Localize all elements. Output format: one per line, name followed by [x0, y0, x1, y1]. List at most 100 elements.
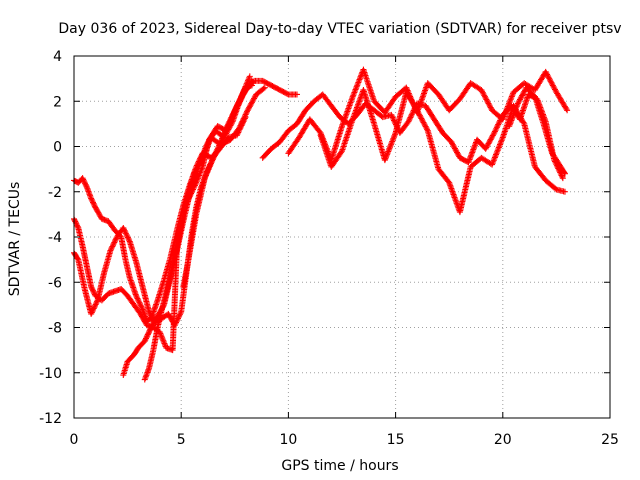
data-point: [551, 86, 558, 93]
data-point: [194, 175, 201, 182]
data-point: [184, 198, 191, 205]
y-tick-label: 4: [53, 49, 62, 65]
data-point: [89, 308, 96, 315]
grid: [74, 56, 610, 418]
data-point: [112, 236, 119, 243]
data-point: [487, 136, 494, 143]
data-point: [500, 113, 507, 120]
data-point: [406, 117, 413, 124]
data-point: [124, 233, 131, 240]
data-point: [217, 138, 224, 145]
data-point: [248, 100, 255, 107]
data-point: [136, 299, 143, 306]
data-point: [189, 187, 196, 194]
data-point: [492, 127, 499, 134]
data-point: [501, 112, 508, 119]
data-point: [251, 95, 258, 102]
data-point: [454, 149, 461, 156]
data-point: [349, 93, 356, 100]
data-point: [559, 173, 566, 180]
data-point: [353, 85, 360, 92]
data-point: [381, 157, 388, 164]
data-point: [484, 141, 491, 148]
data-point: [422, 123, 429, 130]
data-point: [121, 227, 128, 234]
data-point: [242, 112, 249, 119]
data-point: [482, 145, 489, 152]
data-point: [174, 315, 181, 322]
data-point: [230, 110, 237, 117]
data-point: [146, 329, 153, 336]
data-point: [483, 96, 490, 103]
data-point: [223, 125, 230, 132]
data-point: [356, 76, 363, 83]
data-point: [91, 304, 98, 311]
data-point: [237, 95, 244, 102]
data-point: [235, 99, 242, 106]
data-point: [122, 229, 129, 236]
data-point: [213, 148, 220, 155]
data-point: [234, 102, 241, 109]
data-point: [173, 318, 180, 325]
data-point: [209, 156, 216, 163]
data-point: [146, 327, 153, 334]
data-point: [197, 168, 204, 175]
data-point: [207, 160, 214, 167]
data-point: [107, 247, 114, 254]
data-point: [503, 107, 510, 114]
data-point: [563, 106, 570, 113]
data-point: [405, 118, 412, 125]
data-point: [89, 286, 96, 293]
data-point: [421, 122, 428, 129]
data-point: [338, 149, 345, 156]
data-point: [488, 135, 495, 142]
data-point: [93, 300, 100, 307]
data-point: [390, 116, 397, 123]
data-point: [88, 309, 95, 316]
data-point: [504, 103, 511, 110]
data-point: [88, 283, 95, 290]
data-point: [384, 149, 391, 156]
data-point: [414, 107, 421, 114]
data-point: [142, 336, 149, 343]
data-point: [561, 188, 568, 195]
data-point: [491, 154, 498, 161]
data-point: [182, 202, 189, 209]
data-point: [489, 132, 496, 139]
data-point: [223, 124, 230, 131]
data-point: [228, 114, 235, 121]
data-point: [250, 96, 257, 103]
data-point: [481, 92, 488, 99]
data-point: [138, 303, 145, 310]
data-point: [137, 300, 144, 307]
data-point: [229, 113, 236, 120]
data-point: [552, 185, 559, 192]
data-point: [144, 332, 151, 339]
data-point: [385, 148, 392, 155]
data-point: [196, 171, 203, 178]
data-point: [350, 92, 357, 99]
data-point: [242, 111, 249, 118]
data-point: [500, 114, 507, 121]
data-point: [353, 83, 360, 90]
data-point: [134, 295, 141, 302]
data-point: [219, 135, 226, 142]
data-point: [191, 183, 198, 190]
data-point: [203, 168, 210, 175]
data-point: [354, 80, 361, 87]
data-point: [225, 121, 232, 128]
data-point: [214, 145, 221, 152]
data-point: [135, 298, 142, 305]
data-point: [74, 255, 81, 262]
data-point: [421, 120, 428, 127]
data-point: [221, 129, 228, 136]
data-point: [506, 100, 513, 107]
data-point: [111, 239, 118, 246]
data-point: [499, 135, 506, 142]
data-point: [120, 226, 127, 233]
x-tick-label: 20: [494, 432, 512, 448]
data-point: [149, 322, 156, 329]
y-tick-label: -6: [48, 275, 62, 291]
data-point: [419, 116, 426, 123]
data-point: [147, 326, 154, 333]
